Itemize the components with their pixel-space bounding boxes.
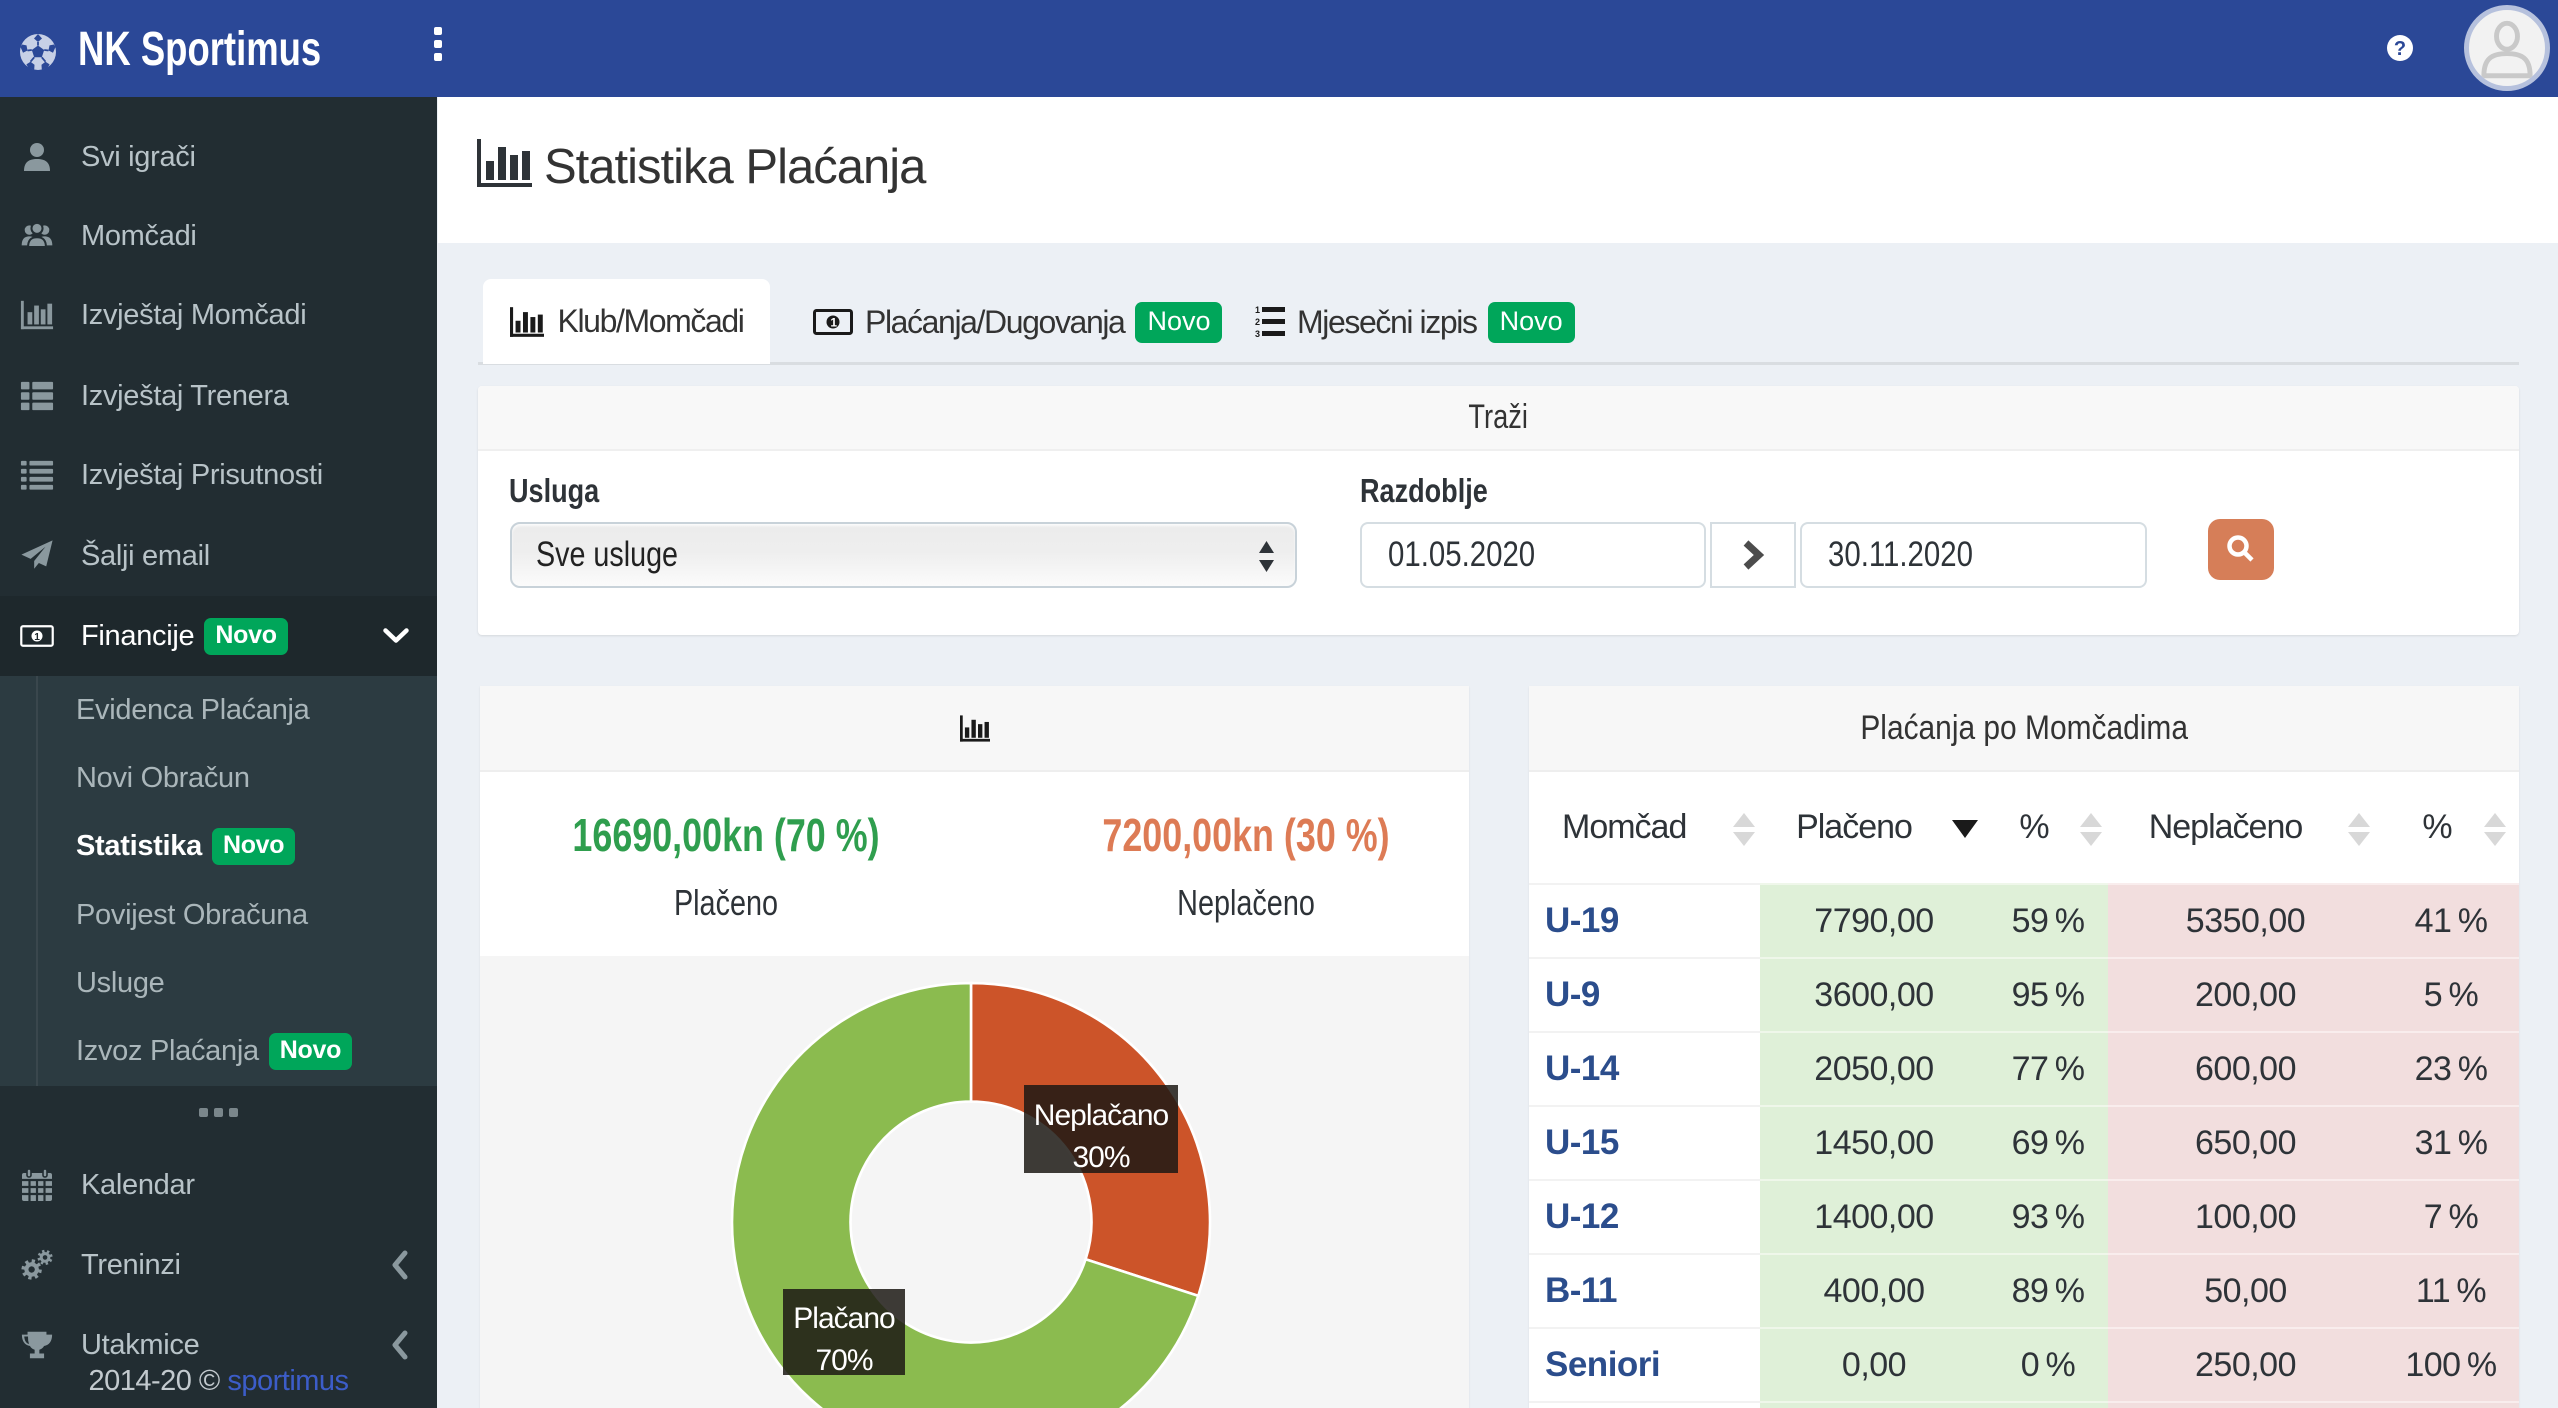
svg-text:2: 2 bbox=[1255, 317, 1260, 327]
svg-text:3: 3 bbox=[1255, 329, 1260, 339]
svg-text:1: 1 bbox=[830, 316, 837, 330]
svg-text:1: 1 bbox=[1255, 305, 1260, 315]
svg-text:?: ? bbox=[2394, 38, 2406, 60]
svg-text:1: 1 bbox=[34, 632, 40, 643]
